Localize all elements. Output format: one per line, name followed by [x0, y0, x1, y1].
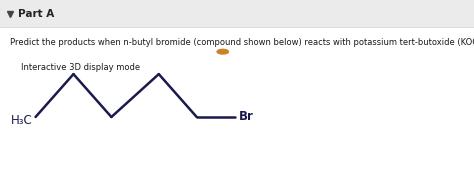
Circle shape — [217, 49, 228, 54]
Text: Interactive 3D display mode: Interactive 3D display mode — [21, 63, 140, 72]
Text: Predict the products when n-butyl bromide (compound shown below) reacts with pot: Predict the products when n-butyl bromid… — [10, 38, 474, 47]
Text: Part A: Part A — [18, 9, 54, 19]
Text: Br: Br — [239, 111, 254, 123]
Text: H₃C: H₃C — [10, 114, 32, 127]
FancyBboxPatch shape — [0, 0, 474, 27]
